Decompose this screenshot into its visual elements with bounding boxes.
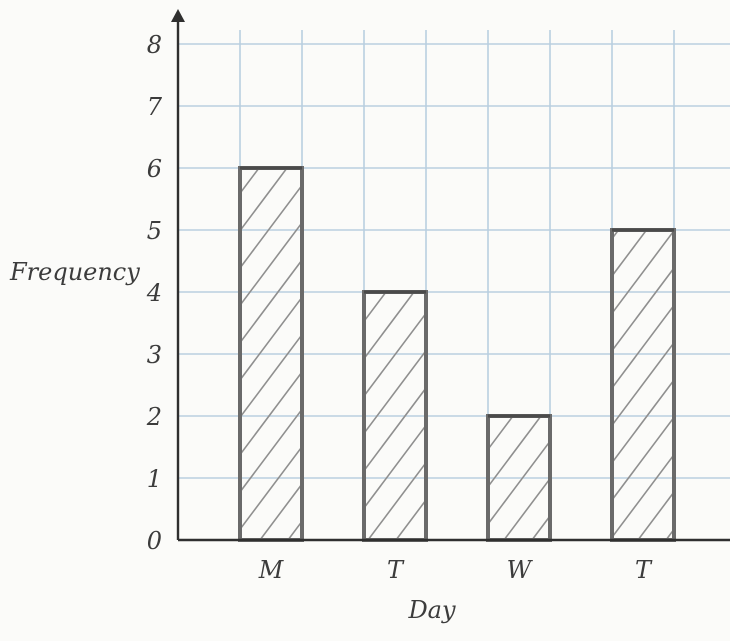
- hatch-stroke: [364, 349, 426, 435]
- bars-layer: [0, 166, 676, 542]
- x-category-label: T: [387, 556, 405, 584]
- axes-layer: [171, 9, 730, 542]
- hatch-stroke: [488, 416, 514, 451]
- y-tick-label: 5: [147, 217, 162, 245]
- hatch-stroke: [531, 514, 550, 540]
- hatch-stroke: [488, 416, 542, 488]
- bar-hatching: [302, 230, 674, 540]
- x-category-label: W: [507, 556, 534, 584]
- hatch-stroke: [612, 266, 674, 352]
- bar-hatching: [488, 416, 550, 540]
- hatch-stroke: [612, 341, 674, 427]
- hatch-stroke: [240, 408, 302, 494]
- hatch-stroke: [302, 230, 535, 540]
- y-tick-label: 3: [147, 341, 162, 369]
- hatch-stroke: [364, 386, 426, 472]
- hatch-stroke: [367, 461, 426, 540]
- y-tick-label: 1: [147, 465, 162, 493]
- y-tick-label: 7: [147, 93, 163, 121]
- hatch-stroke: [364, 292, 415, 360]
- hatch-stroke: [0, 168, 147, 540]
- hatch-stroke: [240, 296, 302, 382]
- y-axis-title: Frequency: [9, 258, 140, 286]
- hatch-stroke: [612, 378, 674, 464]
- x-category-label: M: [258, 556, 285, 584]
- hatch-stroke: [612, 230, 674, 315]
- hatch-stroke: [358, 230, 591, 540]
- hatch-stroke: [364, 424, 426, 510]
- hatch-stroke: [637, 490, 674, 540]
- y-tick-label: 0: [147, 527, 162, 555]
- hatch-stroke: [240, 333, 302, 419]
- hatch-stroke: [503, 477, 550, 540]
- hatch-stroke: [612, 416, 674, 502]
- x-category-label: T: [635, 556, 653, 584]
- hatch-stroke: [364, 312, 426, 398]
- hatch-stroke: [0, 168, 203, 540]
- hatch-stroke: [612, 230, 620, 240]
- bar-hatching: [364, 292, 426, 540]
- y-tick-labels: 0 1 2 3 4 5 6 7 8: [146, 31, 163, 555]
- hatch-stroke: [488, 440, 550, 526]
- y-tick-label: 8: [147, 31, 162, 59]
- x-axis-title: Day: [407, 596, 456, 624]
- hatch-stroke: [612, 304, 674, 390]
- bar: [302, 228, 676, 542]
- hatch-stroke: [240, 221, 302, 307]
- y-axis-arrow: [171, 9, 185, 22]
- hatch-stroke: [240, 445, 302, 531]
- hatch-stroke: [240, 184, 302, 270]
- y-tick-label: 6: [147, 155, 162, 183]
- hatch-stroke: [612, 453, 674, 539]
- y-tick-label: 2: [146, 403, 162, 431]
- y-tick-label: 4: [146, 279, 162, 307]
